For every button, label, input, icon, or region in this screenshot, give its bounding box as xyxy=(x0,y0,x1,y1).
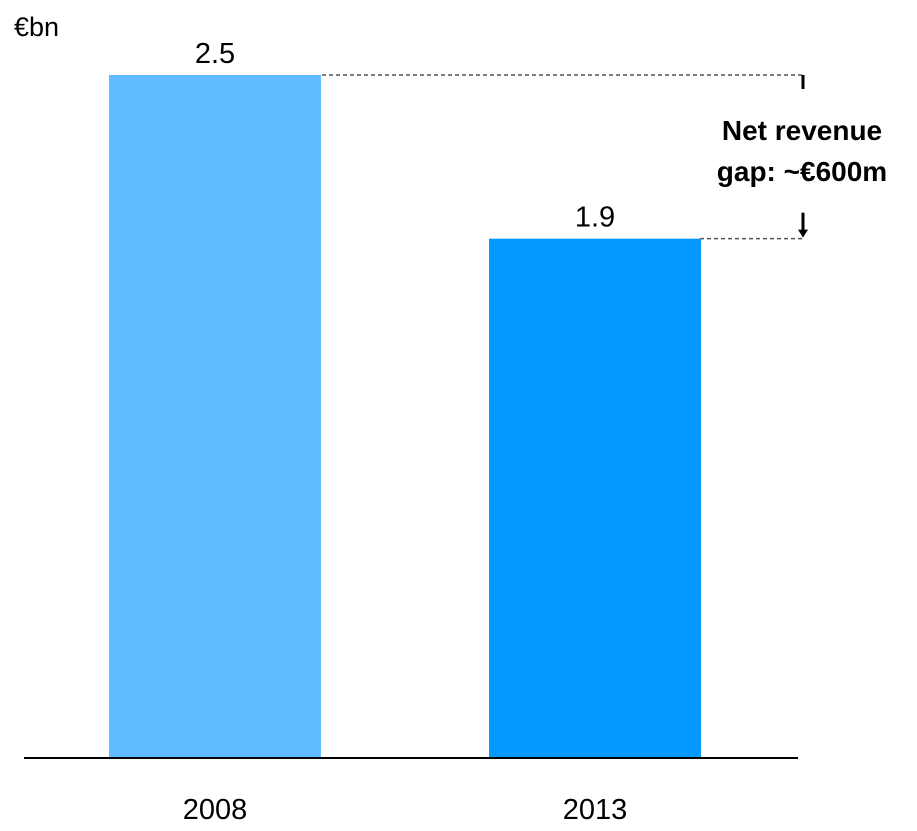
unit-label: €bn xyxy=(14,12,59,42)
value-label-2008: 2.5 xyxy=(195,38,235,70)
bar-2008 xyxy=(109,75,321,757)
bars-group: 2.5 2008 1.9 2013 xyxy=(109,38,701,826)
gap-arrow-head-icon xyxy=(798,229,808,238)
annotation-guides xyxy=(322,74,808,240)
category-label-2008: 2008 xyxy=(183,794,248,826)
category-label-2013: 2013 xyxy=(563,794,628,826)
annotation-line-2: gap: ~€600m xyxy=(717,156,887,187)
value-label-2013: 1.9 xyxy=(575,202,615,234)
annotation-line-1: Net revenue xyxy=(722,115,882,146)
bar-2013 xyxy=(489,238,701,757)
